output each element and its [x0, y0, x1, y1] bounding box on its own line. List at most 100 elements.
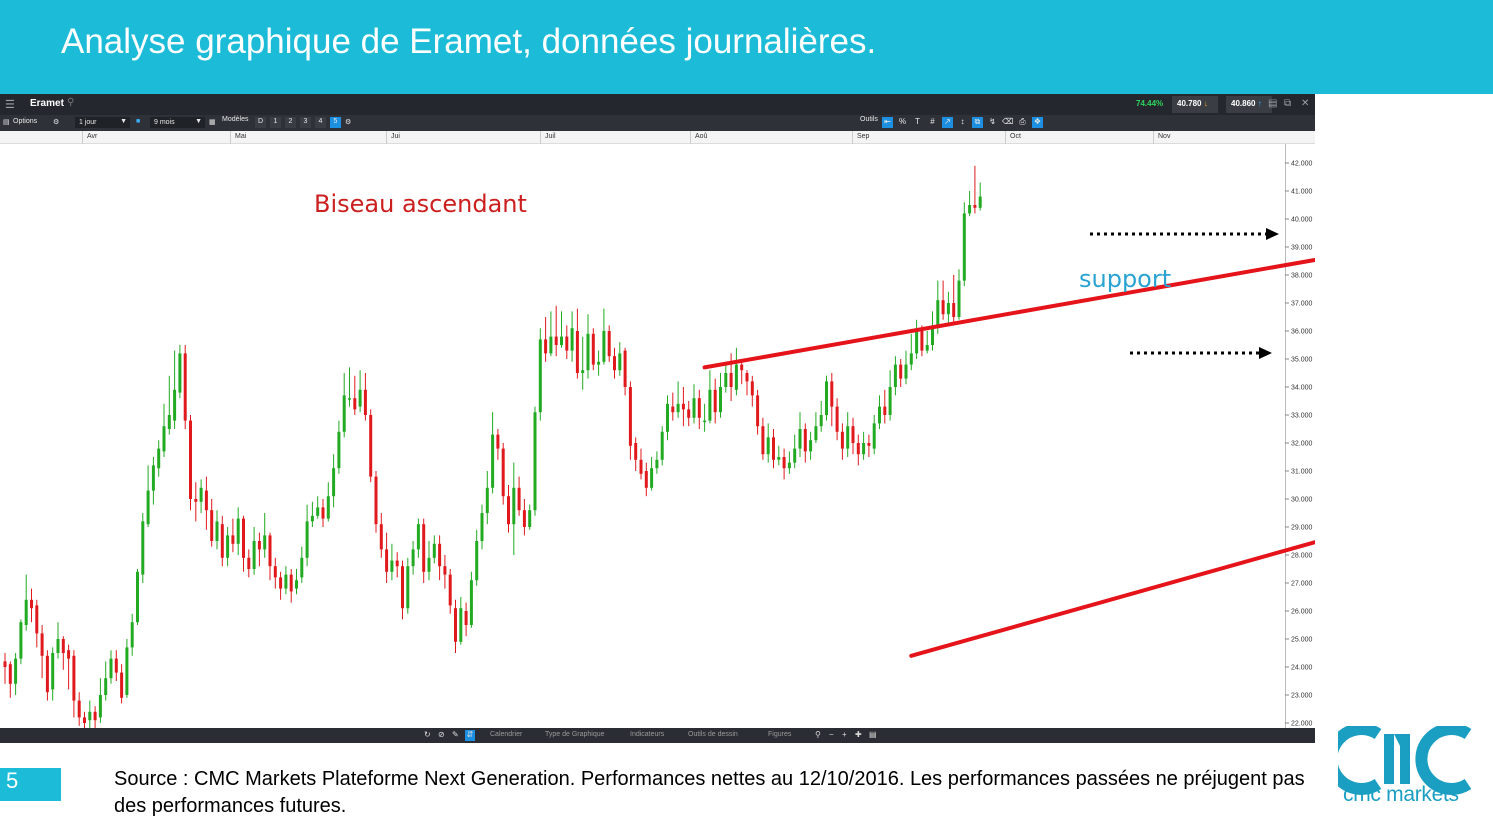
tab-calendar[interactable]: Calendrier — [490, 731, 523, 738]
template-button-d[interactable]: D — [255, 117, 266, 128]
search-icon[interactable]: ⚲ — [67, 97, 75, 108]
candle — [671, 406, 675, 413]
detach-window-icon[interactable]: ⧉ — [1284, 98, 1292, 109]
sort-icon[interactable]: ⇵ — [465, 730, 475, 741]
template-settings-icon[interactable]: ⚙ — [345, 119, 352, 126]
vertical-tool-icon[interactable]: ↕ — [960, 117, 965, 126]
zoom-icon[interactable]: ⚲ — [815, 730, 821, 739]
panel-toggle-icon[interactable]: ▤ — [1268, 98, 1278, 109]
crosshair-icon[interactable]: ✚ — [855, 730, 862, 739]
candle — [443, 566, 447, 575]
candle — [618, 353, 622, 371]
template-button-2[interactable]: 2 — [285, 117, 296, 128]
candle — [295, 580, 298, 589]
candle — [507, 496, 510, 525]
trendlines-group — [702, 144, 1315, 658]
sell-price-button[interactable]: 40.780 ↓ — [1172, 96, 1218, 113]
template-button-3[interactable]: 3 — [300, 117, 311, 128]
candle — [851, 426, 855, 443]
candle — [390, 560, 394, 572]
candle — [973, 205, 977, 208]
calendar-icon[interactable]: ▦ — [209, 119, 216, 126]
layers-tool-icon[interactable]: ⧉ — [972, 117, 983, 128]
candle — [888, 387, 892, 415]
options-icon[interactable]: ▤ — [3, 119, 10, 126]
hamburger-menu-icon[interactable]: ☰ — [5, 99, 15, 111]
range-select[interactable]: 9 mois ▼ — [150, 117, 205, 128]
pencil-icon[interactable]: ✎ — [452, 730, 459, 739]
buy-price-button[interactable]: 40.860 ↑ — [1226, 96, 1272, 113]
eraser-tool-icon[interactable]: ⌫ — [1002, 117, 1014, 126]
print-icon[interactable]: ⎙ — [1019, 117, 1026, 126]
y-tick-label: 25.000 — [1291, 637, 1313, 644]
candle — [316, 507, 320, 516]
candle — [342, 395, 346, 432]
trendline-tool-icon[interactable]: ↗ — [942, 117, 953, 128]
tab-drawing-tools[interactable]: Outils de dessin — [688, 731, 738, 738]
no-icon[interactable]: ⊘ — [438, 730, 445, 739]
candle — [750, 381, 754, 396]
candlestick-chart[interactable]: 42.000 41.000 40.000 39.000 38.000 37.000 36.0… — [0, 144, 1315, 728]
scale-icon[interactable]: ▤ — [869, 730, 877, 739]
candle — [761, 426, 765, 455]
percent-tool-icon[interactable]: % — [898, 117, 907, 126]
candle — [931, 325, 934, 345]
candle — [941, 300, 945, 315]
candle — [708, 389, 712, 421]
fib-tool-icon[interactable]: ↯ — [989, 117, 996, 126]
candle — [878, 406, 881, 424]
settings-gear-icon[interactable]: ⚙ — [53, 119, 60, 126]
options-button[interactable]: Options — [13, 118, 38, 125]
candle — [554, 336, 558, 345]
candle — [560, 336, 563, 345]
interval-select[interactable]: 1 jour ▼ — [75, 117, 130, 128]
lock-icon[interactable]: ■ — [136, 118, 141, 125]
tools-label: Outils — [860, 116, 878, 123]
trendline-upper[interactable] — [702, 144, 1315, 370]
template-button-5[interactable]: 5 — [330, 117, 341, 128]
candle — [464, 611, 468, 625]
candle — [952, 303, 956, 317]
candle — [369, 415, 373, 477]
tab-indicators[interactable]: Indicateurs — [630, 731, 665, 738]
crosshair-tool-icon[interactable]: ⇤ — [882, 117, 893, 128]
y-tick-label: 40.000 — [1291, 217, 1313, 224]
grid-tool-icon[interactable]: # — [930, 117, 935, 126]
candle — [231, 535, 235, 544]
candle — [310, 515, 314, 522]
candle — [30, 599, 33, 609]
candle — [904, 364, 908, 379]
candle — [729, 373, 733, 387]
projection-arrow-lower — [1130, 347, 1272, 359]
text-tool-icon[interactable]: T — [915, 117, 920, 126]
candle — [957, 280, 961, 317]
magnet-tool-icon[interactable]: ❖ — [1032, 117, 1043, 128]
template-button-1[interactable]: 1 — [270, 117, 281, 128]
refresh-icon[interactable]: ↻ — [424, 730, 431, 739]
candle — [236, 518, 240, 544]
candle — [485, 487, 489, 513]
candle — [220, 524, 224, 558]
instrument-name[interactable]: Eramet — [30, 98, 64, 109]
candle — [395, 560, 399, 567]
candle — [623, 350, 627, 387]
candle — [840, 431, 844, 449]
template-button-4[interactable]: 4 — [315, 117, 326, 128]
zoom-out-icon[interactable]: − — [829, 730, 834, 739]
tab-patterns[interactable]: Figures — [768, 731, 792, 738]
candle — [385, 549, 389, 572]
month-label: Aoû — [695, 133, 708, 140]
tab-chart-type[interactable]: Type de Graphique — [545, 731, 605, 738]
interval-value: 1 jour — [79, 119, 97, 126]
zoom-in-icon[interactable]: + — [842, 730, 847, 739]
candle — [777, 457, 781, 460]
candle — [358, 389, 362, 407]
trendline-lower[interactable] — [909, 292, 1315, 658]
candle — [252, 541, 256, 569]
y-tick-label: 32.000 — [1291, 441, 1313, 448]
candle — [475, 541, 479, 581]
close-icon[interactable]: ✕ — [1301, 98, 1310, 109]
candle — [199, 487, 203, 502]
candle — [61, 639, 65, 653]
